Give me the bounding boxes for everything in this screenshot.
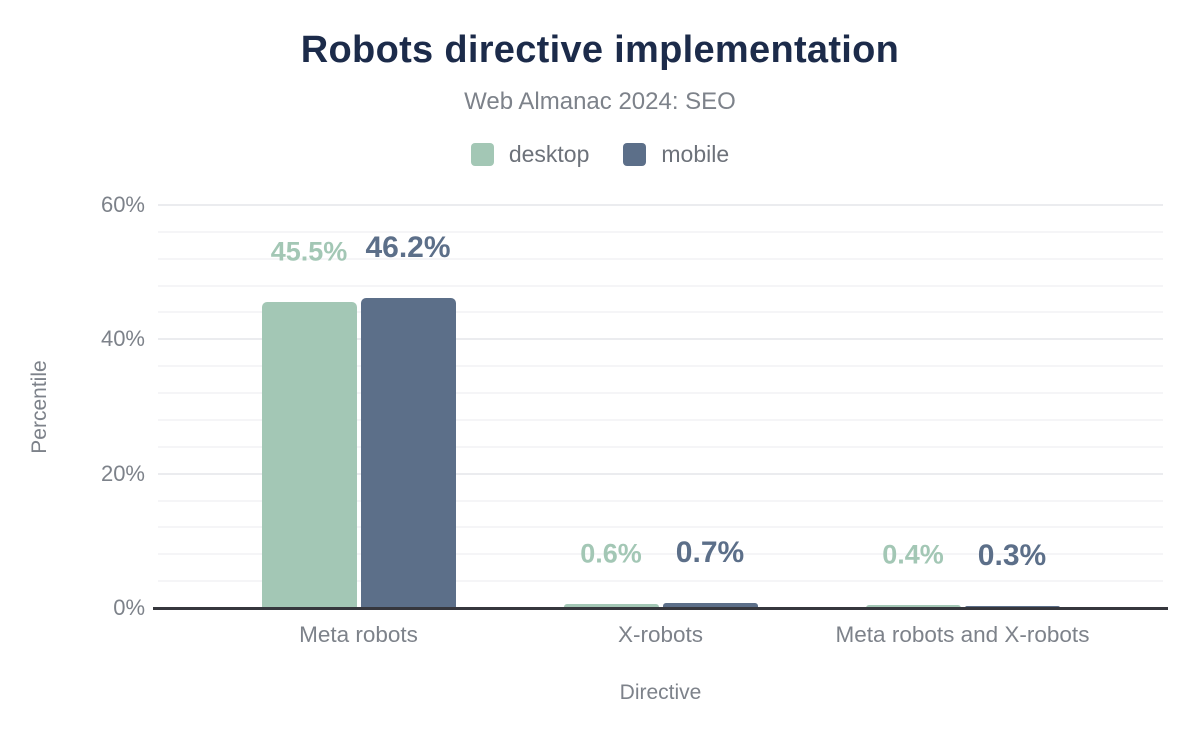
minor-gridline [158,499,1163,502]
major-gridline [158,338,1163,341]
legend-label-desktop: desktop [508,141,590,167]
chart-title: Robots directive implementation [300,29,900,71]
bar-value-label-desktop-x-robots: 0.6% [580,538,642,569]
bar-desktop-meta-robots[interactable] [261,302,357,608]
legend-swatch-desktop-icon [470,143,494,166]
minor-gridline [158,365,1163,368]
minor-gridline [158,230,1163,233]
x-axis-line [153,607,1168,610]
minor-gridline [158,418,1163,421]
x-axis-label-meta-robots-and-x-robots: Meta robots and X-robots [835,622,1090,647]
bar-value-label-mobile-meta-robots-and-x-robots: 0.3% [977,538,1047,572]
y-axis-tick-label: 0% [113,595,145,620]
minor-gridline [158,526,1163,529]
y-axis-tick-label: 20% [100,460,145,486]
legend-item-mobile[interactable]: mobile [623,141,729,168]
bar-value-label-mobile-x-robots: 0.7% [675,536,745,570]
major-gridline [158,204,1163,206]
bar-value-label-desktop-meta-robots: 45.5% [270,236,348,267]
minor-gridline [158,445,1163,448]
minor-gridline [158,553,1163,556]
bar-mobile-meta-robots-and-x-robots[interactable] [964,605,1060,608]
x-axis-title: Directive [619,681,702,704]
chart-subtitle: Web Almanac 2024: SEO [464,88,736,115]
legend-label-mobile: mobile [661,141,730,167]
bar-mobile-x-robots[interactable] [662,603,758,608]
minor-gridline [158,284,1163,287]
minor-gridline [158,257,1163,260]
x-axis-label-x-robots: X-robots [617,622,704,647]
minor-gridline [158,580,1163,583]
y-axis-tick-label: 60% [100,192,145,217]
bar-desktop-meta-robots-and-x-robots[interactable] [865,605,961,608]
legend: desktop mobile [0,141,1200,168]
y-axis-title: Percentile [28,359,51,454]
bar-value-label-mobile-meta-robots: 46.2% [365,230,451,264]
minor-gridline [158,392,1163,395]
bar-value-label-desktop-meta-robots-and-x-robots: 0.4% [882,539,944,570]
major-gridline [158,472,1163,475]
bar-mobile-meta-robots[interactable] [360,297,456,608]
y-axis-tick-label: 40% [100,326,145,352]
bar-desktop-x-robots[interactable] [563,603,659,608]
legend-swatch-mobile-icon [623,143,647,166]
x-axis-label-meta-robots: Meta robots [299,622,418,647]
minor-gridline [158,311,1163,314]
legend-item-desktop[interactable]: desktop [470,141,590,168]
